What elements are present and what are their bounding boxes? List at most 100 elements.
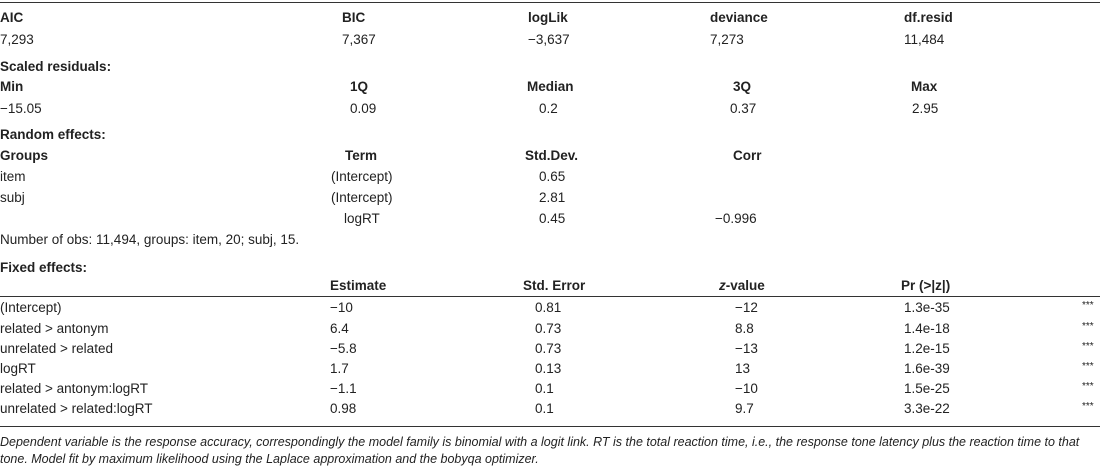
fixed-effects-row: unrelated > related:logRT 0.98 0.1 9.7 3.3e-… <box>0 399 1100 418</box>
estimate-cell: 6.4 <box>330 321 349 336</box>
q1-value: 0.09 <box>350 101 377 116</box>
significance-cell: *** <box>1082 401 1094 412</box>
std-error-cell: 0.73 <box>535 321 562 336</box>
estimate-header: Estimate <box>330 278 387 293</box>
random-effects-title: Random effects: <box>0 127 106 142</box>
fixed-effects-row: related > antonym:logRT −1.1 0.1 −10 1.5e-25… <box>0 379 1100 398</box>
min-header: Min <box>0 79 24 94</box>
deviance-value: 7,273 <box>710 32 744 47</box>
z-value-cell: −10 <box>735 381 758 396</box>
stddev-cell: 0.45 <box>539 211 566 226</box>
median-value: 0.2 <box>539 101 558 116</box>
table-footnote: Dependent variable is the response accur… <box>0 435 1080 466</box>
fixed-effects-header-row: Estimate Std. Error z-value Pr (>|z|) <box>0 276 1100 295</box>
significance-cell: *** <box>1082 381 1094 392</box>
estimate-cell: 1.7 <box>330 361 349 376</box>
max-value: 2.95 <box>912 101 939 116</box>
random-effects-header-row: Groups Term Std.Dev. Corr <box>0 146 1100 165</box>
scaled-residuals-header-row: Min 1Q Median 3Q Max <box>0 77 1100 96</box>
fixed-effects-row: related > antonym 6.4 0.73 8.8 1.4e-18 *** <box>0 319 1100 338</box>
estimate-cell: −1.1 <box>330 381 357 396</box>
bic-header: BIC <box>342 10 366 25</box>
df-resid-header: df.resid <box>904 10 953 25</box>
fixed-effects-row: logRT 1.7 0.13 13 1.6e-39 *** <box>0 359 1100 378</box>
term-cell: unrelated > related:logRT <box>0 401 153 416</box>
estimate-cell: −5.8 <box>330 341 357 356</box>
stddev-cell: 0.65 <box>539 169 566 184</box>
obs-note: Number of obs: 11,494, groups: item, 20;… <box>0 232 300 247</box>
pr-z-cell: 1.5e-25 <box>904 381 950 396</box>
scaled-residuals-title-text: Scaled residuals <box>0 59 107 74</box>
std-error-cell: 0.13 <box>535 361 562 376</box>
significance-cell: *** <box>1082 341 1094 352</box>
table-bottom-rule <box>0 426 1100 427</box>
term-cell: (Intercept) <box>331 190 393 205</box>
term-header: Term <box>345 148 378 163</box>
estimate-cell: −10 <box>330 300 353 315</box>
max-header: Max <box>911 79 938 94</box>
random-effects-title-text: Random effects <box>0 127 102 142</box>
scaled-residuals-title: Scaled residuals: <box>0 59 112 74</box>
fixed-effects-title-row: Fixed effects: <box>0 258 1100 277</box>
pr-z-cell: 1.3e-35 <box>904 300 950 315</box>
random-effects-row: item (Intercept) 0.65 <box>0 167 1100 186</box>
group-cell: item <box>0 169 26 184</box>
q1-header: 1Q <box>350 79 369 94</box>
random-effects-row: logRT 0.45 −0.996 <box>0 209 1100 228</box>
loglik-value: −3,637 <box>528 32 570 47</box>
fixed-effects-row: unrelated > related −5.8 0.73 −13 1.2e-15 *** <box>0 339 1100 358</box>
corr-header: Corr <box>733 148 762 163</box>
obs-note-row: Number of obs: 11,494, groups: item, 20;… <box>0 230 1100 249</box>
term-cell: related > antonym <box>0 321 109 336</box>
z-value-cell: −13 <box>735 341 758 356</box>
stddev-cell: 2.81 <box>539 190 566 205</box>
z-value-cell: −12 <box>735 300 758 315</box>
groups-header: Groups <box>0 148 49 163</box>
estimate-cell: 0.98 <box>330 401 357 416</box>
term-cell: (Intercept) <box>331 169 393 184</box>
z-value-cell: 9.7 <box>735 401 754 416</box>
aic-header: AIC <box>0 10 24 25</box>
z-value-cell: 13 <box>735 361 751 376</box>
std-error-cell: 0.1 <box>535 381 554 396</box>
std-error-cell: 0.73 <box>535 341 562 356</box>
group-cell: subj <box>0 190 25 205</box>
q3-value: 0.37 <box>730 101 757 116</box>
fit-header-row: AIC BIC logLik deviance df.resid <box>0 8 1100 27</box>
loglik-header: logLik <box>528 10 568 25</box>
significance-cell: *** <box>1082 321 1094 332</box>
pr-z-cell: 1.6e-39 <box>904 361 950 376</box>
term-cell: logRT <box>0 361 36 376</box>
table-top-rule <box>0 2 1100 3</box>
df-resid-value: 11,484 <box>904 32 945 47</box>
term-cell: (Intercept) <box>0 300 62 315</box>
z-value-header-z: z <box>719 278 726 293</box>
z-value-cell: 8.8 <box>735 321 754 336</box>
term-cell: related > antonym:logRT <box>0 381 148 396</box>
fit-values-row: 7,293 7,367 −3,637 7,273 11,484 <box>0 30 1100 49</box>
aic-value: 7,293 <box>0 32 34 47</box>
z-value-header: z-value <box>719 276 765 295</box>
pr-z-cell: 1.2e-15 <box>904 341 950 356</box>
std-error-cell: 0.1 <box>535 401 554 416</box>
scaled-residuals-values-row: −15.05 0.09 0.2 0.37 2.95 <box>0 99 1100 118</box>
fixed-effects-title-text: Fixed effects <box>0 260 83 275</box>
random-effects-row: subj (Intercept) 2.81 <box>0 188 1100 207</box>
fixed-effects-row: (Intercept) −10 0.81 −12 1.3e-35 *** <box>0 298 1100 317</box>
stddev-header: Std.Dev. <box>525 148 579 163</box>
random-effects-title-row: Random effects: <box>0 125 1100 144</box>
z-value-header-suffix: -value <box>725 278 765 293</box>
bic-value: 7,367 <box>342 32 376 47</box>
fixed-effects-header-rule <box>0 296 1100 297</box>
median-header: Median <box>527 79 574 94</box>
significance-cell: *** <box>1082 300 1094 311</box>
deviance-header: deviance <box>710 10 768 25</box>
fixed-effects-title: Fixed effects: <box>0 260 88 275</box>
pr-z-cell: 1.4e-18 <box>904 321 950 336</box>
scaled-residuals-title-row: Scaled residuals: <box>0 57 1100 76</box>
std-error-header: Std. Error <box>523 278 586 293</box>
term-cell: logRT <box>344 211 380 226</box>
corr-cell: −0.996 <box>715 211 757 226</box>
pr-z-cell: 3.3e-22 <box>904 401 950 416</box>
min-value: −15.05 <box>0 101 42 116</box>
